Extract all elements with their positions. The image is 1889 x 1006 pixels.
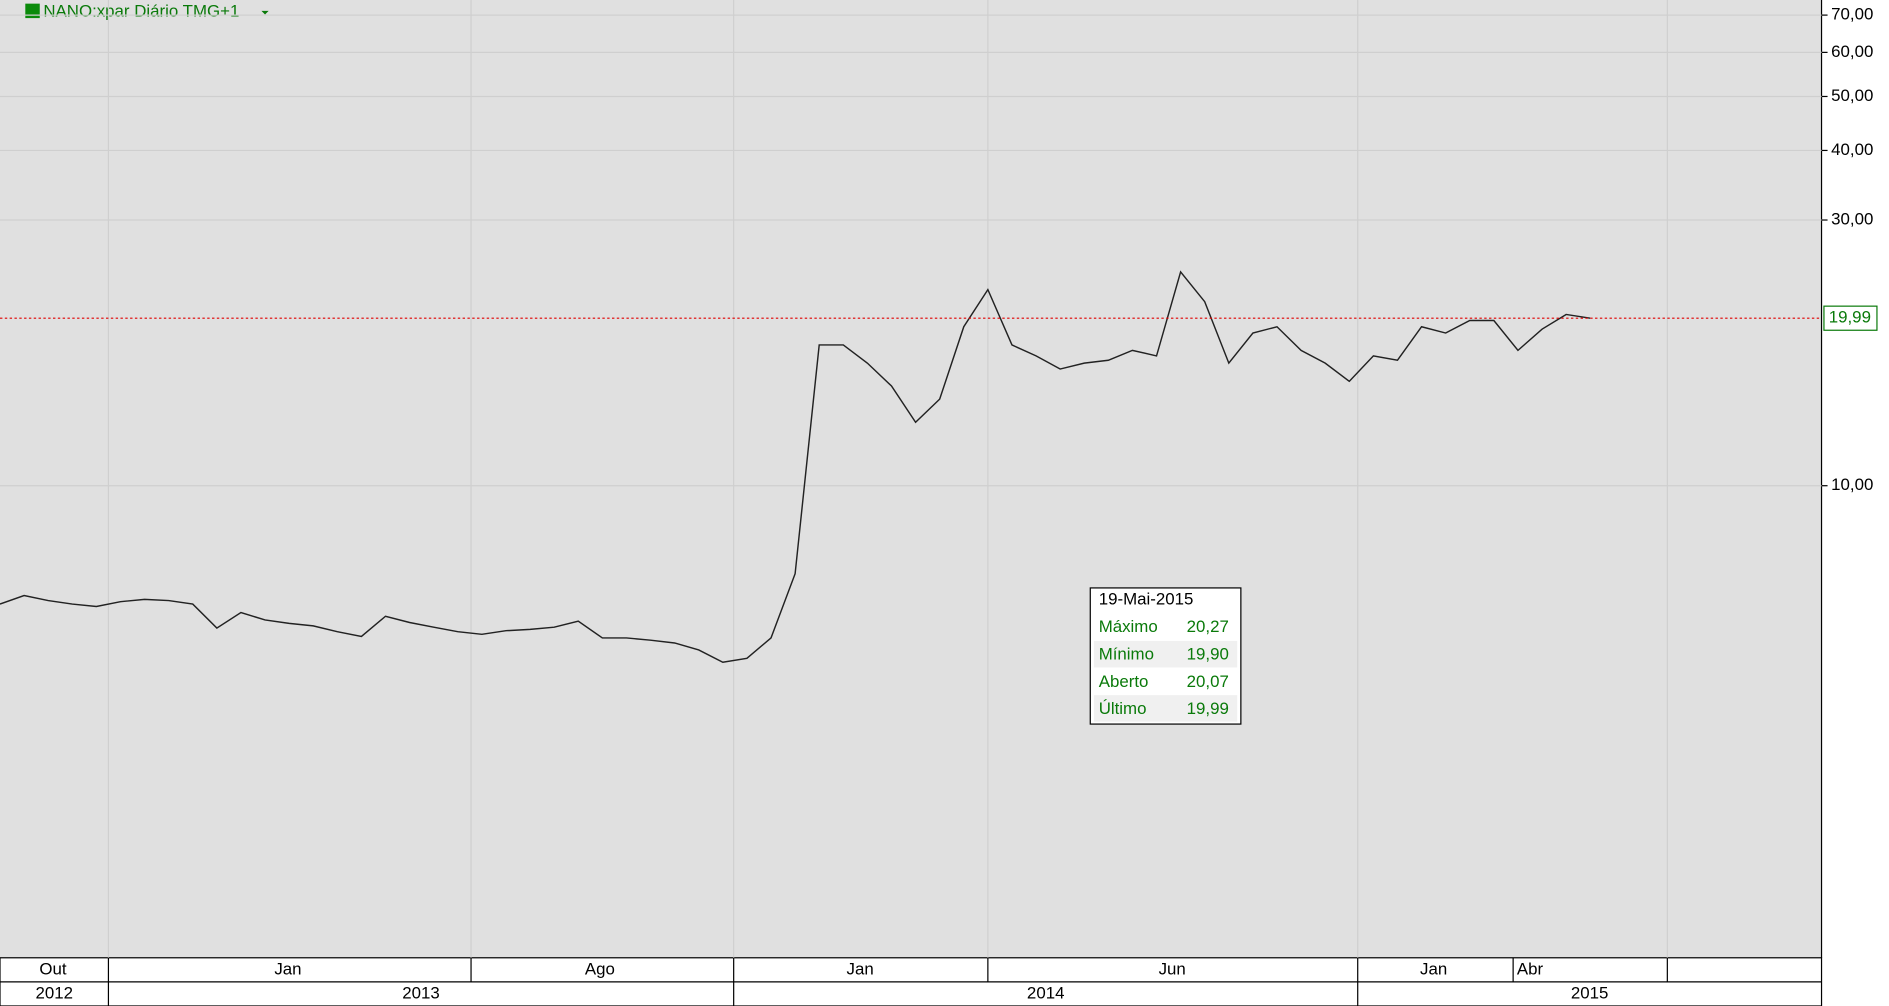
last-price-box bbox=[1823, 305, 1878, 331]
y-tick-label: 60,00 bbox=[1831, 42, 1873, 61]
y-axis-area bbox=[1821, 0, 1889, 958]
year-label: 2015 bbox=[1571, 983, 1609, 1002]
tooltip-label: Mínimo bbox=[1099, 644, 1154, 663]
tooltip-row-bg bbox=[1093, 695, 1238, 722]
month-label: Jan bbox=[274, 959, 301, 978]
y-tick-label: 70,00 bbox=[1831, 5, 1873, 24]
y-tick-label: 30,00 bbox=[1831, 209, 1873, 228]
month-label: Jun bbox=[1159, 959, 1186, 978]
tooltip-label: Máximo bbox=[1099, 617, 1158, 636]
month-label: Ago bbox=[585, 959, 615, 978]
instrument-icon bbox=[25, 3, 40, 19]
month-label: Abr bbox=[1517, 959, 1544, 978]
month-label: Jan bbox=[1420, 959, 1447, 978]
plot-area bbox=[0, 0, 1822, 958]
chart-title[interactable]: NANO:xpar Diário TMG+1 bbox=[43, 2, 239, 21]
year-label: 2014 bbox=[1027, 983, 1065, 1002]
month-label: Jan bbox=[847, 959, 874, 978]
year-label: 2013 bbox=[402, 983, 440, 1002]
tooltip: 19-Mai-2015 Máximo 20,27 Mínimo 19,90 Aberto… bbox=[1089, 587, 1242, 725]
dropdown-arrow[interactable] bbox=[261, 10, 269, 15]
tooltip-value: 19,90 bbox=[1187, 644, 1229, 663]
tooltip-row-bg bbox=[1093, 640, 1238, 668]
price-line bbox=[0, 270, 1591, 664]
tooltip-date: 19-Mai-2015 bbox=[1099, 589, 1194, 608]
y-tick-label: 10,00 bbox=[1831, 475, 1873, 494]
tooltip-label: Aberto bbox=[1099, 672, 1149, 691]
year-label: 2012 bbox=[35, 983, 73, 1002]
y-tick-label: 50,00 bbox=[1831, 86, 1873, 105]
y-tick-label: 40,00 bbox=[1831, 140, 1873, 159]
tooltip-value: 19,99 bbox=[1187, 699, 1229, 718]
month-label: Out bbox=[39, 959, 66, 978]
tooltip-value: 20,07 bbox=[1187, 672, 1229, 691]
last-price-label: 19,99 bbox=[1829, 308, 1871, 327]
tooltip-value: 20,27 bbox=[1187, 617, 1229, 636]
tooltip-label: Último bbox=[1099, 699, 1147, 718]
